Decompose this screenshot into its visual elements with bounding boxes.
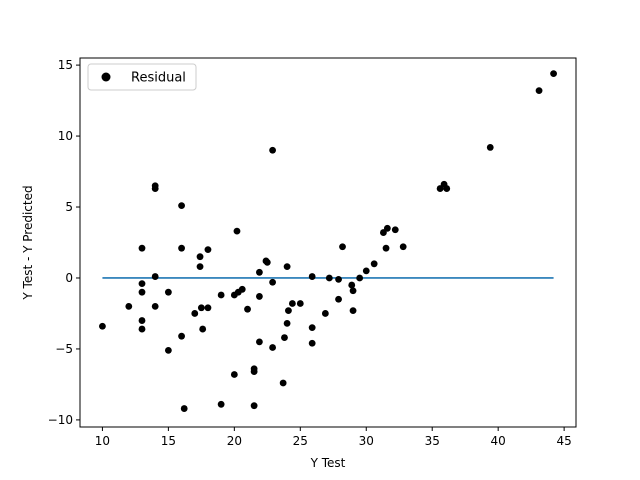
residual-point [125,302,133,310]
residual-point [178,202,185,210]
x-tick-label: 30 [359,434,374,448]
x-tick-label: 15 [161,434,176,448]
residual-point [443,185,451,192]
residual-point [436,185,444,192]
residual-point [550,70,557,78]
residual-point [349,307,357,315]
residual-point [197,304,205,312]
x-tick-label: 35 [425,434,440,448]
y-tick-label: 0 [65,271,73,285]
legend: Residual [87,63,197,91]
residual-point [308,324,316,332]
residual-point [288,300,296,307]
x-tick-label: 40 [491,434,506,448]
residual-point [279,379,287,387]
residual-point [383,224,391,232]
residual-point [308,339,316,347]
residual-point [269,344,276,351]
y-tick-label: 5 [65,200,73,214]
residual-point [204,304,212,312]
residual-point [535,87,543,95]
residual-point [256,293,263,300]
residual-point [380,229,387,236]
x-tick-label: 10 [95,434,110,448]
residual-point [325,274,333,282]
residual-point [256,338,263,346]
residual-point [244,305,251,313]
residual-point [138,317,146,324]
residual-point [269,146,276,154]
residual-point [99,322,106,330]
residual-point [204,246,212,253]
residual-point [238,285,246,293]
residual-point [281,334,288,341]
residual-point [138,244,146,252]
residual-point [269,278,276,286]
y-axis: −10 −5 0 5 10 15 [48,58,80,427]
residual-point [178,244,185,252]
residual-point [370,260,378,268]
residual-point [138,288,146,296]
x-tick-label: 45 [556,434,571,448]
x-axis: 10 15 20 25 30 35 40 45 [95,427,572,448]
residual-point [285,307,292,315]
y-tick-label: −10 [48,413,73,427]
residual-point [250,402,258,410]
residual-point [382,244,390,252]
residual-point [335,276,342,283]
residual-point [308,273,316,280]
residual-point [217,291,225,299]
residual-point [151,302,159,310]
residual-point [164,346,172,354]
legend-marker [101,72,111,82]
residual-point [138,325,146,333]
residual-point [191,310,199,317]
legend-box [87,63,197,91]
residual-point [399,243,407,251]
residual-point [391,226,399,234]
plot-area [99,70,557,412]
y-tick-label: 10 [58,129,73,143]
residual-point [296,300,304,307]
residual-point [151,273,159,280]
residual-point [256,268,263,276]
residual-point [199,325,207,333]
residual-point [180,405,188,412]
residual-point [196,263,204,271]
residual-point [196,253,204,261]
y-tick-label: 15 [58,58,73,72]
residual-point [362,267,370,275]
x-tick-label: 20 [227,434,242,448]
residual-point [283,319,291,327]
legend-label-residual: Residual [131,71,186,86]
residual-point [250,368,258,376]
y-axis-label: Y Test - Y Predicted [21,185,35,300]
x-axis-label: Y Test [310,456,346,470]
residual-point [321,310,329,317]
residual-point [356,274,364,282]
x-tick-label: 25 [293,434,308,448]
residual-point [138,280,146,288]
residual-point [164,288,172,296]
residual-point [486,144,494,151]
residual-point [283,263,291,271]
residual-point [230,371,238,378]
y-tick-label: −5 [55,342,73,356]
residual-point [217,400,225,408]
residual-point [263,258,271,266]
residual-point [335,295,342,303]
residual-point [348,281,356,289]
axes-frame [79,57,577,428]
residual-point [339,243,346,251]
residual-point [151,185,159,192]
residual-point [349,287,357,295]
residual-point [233,227,241,235]
residual-point [178,332,185,340]
